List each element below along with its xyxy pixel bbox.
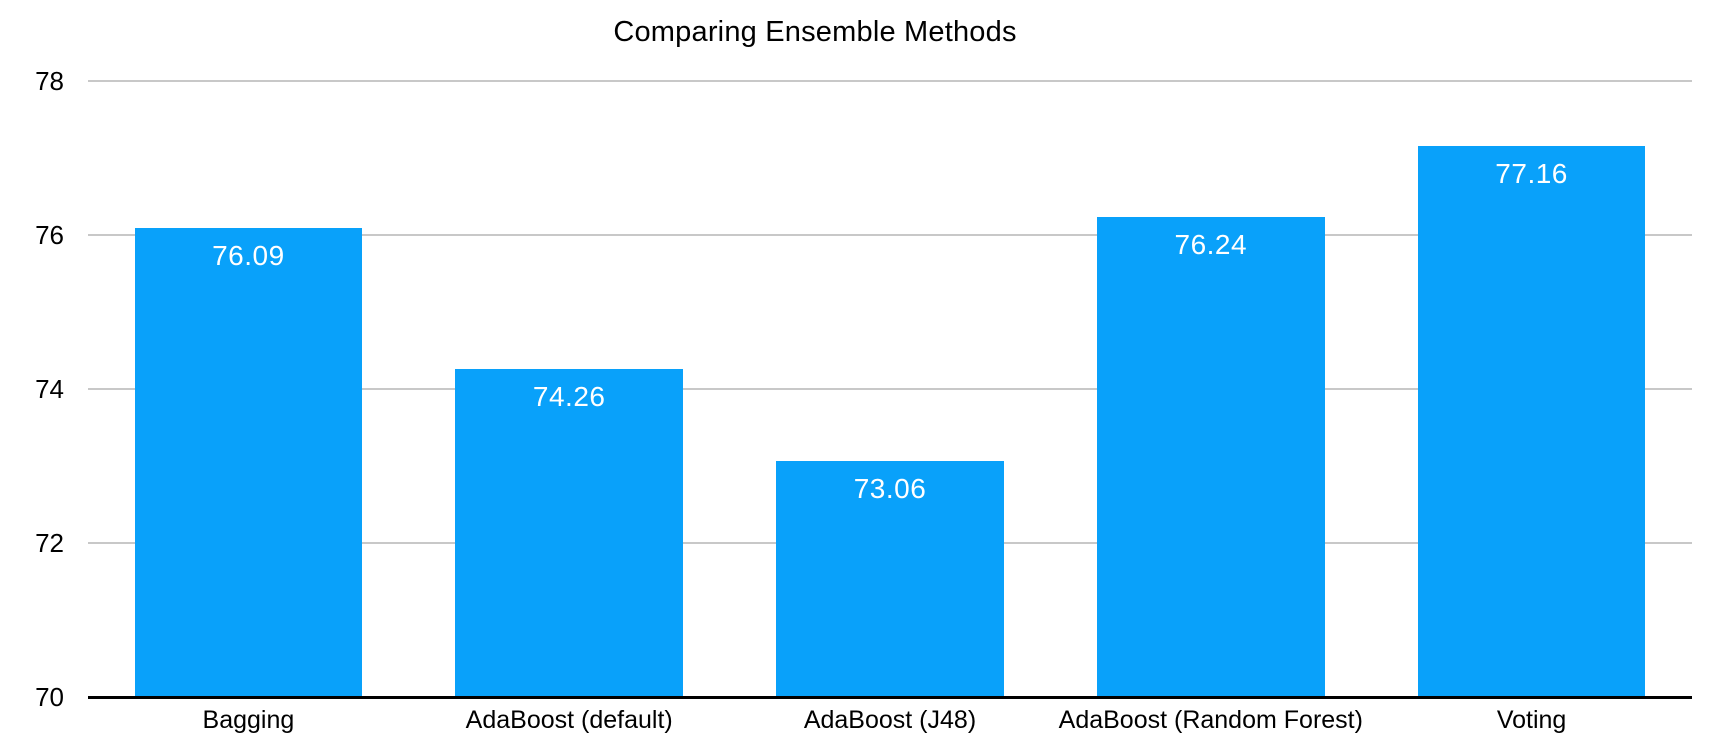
x-tick-label-3: AdaBoost (J48) xyxy=(803,706,977,734)
gridline-y-74 xyxy=(88,388,1692,390)
x-tick-label-4: AdaBoost (Random Forest) xyxy=(1058,706,1363,734)
bar-value-label: 73.06 xyxy=(853,473,927,505)
bar-adaboost-random-forest: 76.24 xyxy=(1096,216,1325,696)
chart-title: Comparing Ensemble Methods xyxy=(613,16,1017,48)
y-tick-label-78: 78 xyxy=(35,66,64,96)
bar-value-label: 76.24 xyxy=(1174,228,1248,260)
bar-value-label: 77.16 xyxy=(1495,157,1568,189)
bar-value-label: 76.09 xyxy=(212,240,285,272)
x-tick-label-2: AdaBoost (default) xyxy=(465,706,673,734)
bar-adaboost-default: 74.26 xyxy=(455,368,684,696)
bar-voting: 77.16 xyxy=(1417,145,1646,696)
y-tick-label-74: 74 xyxy=(35,374,64,404)
bar-value-label: 74.26 xyxy=(532,380,606,412)
y-tick-label-72: 72 xyxy=(35,528,64,558)
bar-bagging: 76.09 xyxy=(134,228,363,696)
x-axis-line xyxy=(88,696,1692,699)
x-tick-label-5: Voting xyxy=(1496,706,1567,734)
y-tick-label-76: 76 xyxy=(35,220,64,250)
bar-adaboost-j48: 73.06 xyxy=(776,461,1004,696)
y-tick-label-70: 70 xyxy=(35,682,64,712)
gridline-y-78 xyxy=(88,80,1692,82)
x-tick-label-1: Bagging xyxy=(202,706,295,734)
plot-area: 76.09 74.26 73.06 76.24 77.16 xyxy=(88,80,1692,699)
gridline-y-76 xyxy=(88,234,1692,236)
